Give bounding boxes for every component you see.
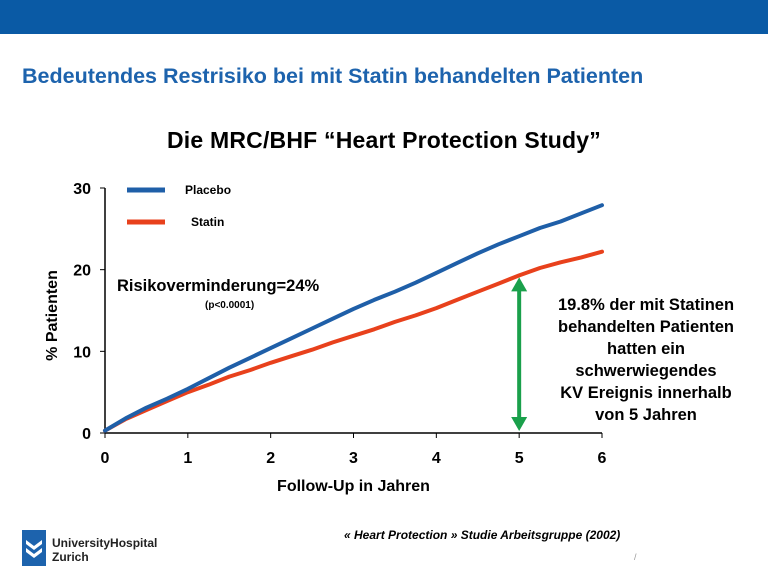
logo-line-2: Zurich [52,550,89,564]
x-tick-label: 1 [183,450,192,467]
arrow-down-icon [511,417,528,431]
y-tick-label: 30 [73,181,91,198]
logo-line-1: UniversityHospital [52,536,158,550]
side-note-line: 19.8% der mit Statinen [557,296,735,314]
source-citation: « Heart Protection » Studie Arbeitsgrupp… [344,528,621,542]
series-line-placebo [103,203,604,433]
university-hospital-logo-icon [22,530,46,566]
x-axis-label: Follow-Up in Jahren [277,478,430,495]
side-note-line: schwerwiegendes [575,362,717,380]
slide-headline: Bedeutendes Restrisiko bei mit Statin be… [22,64,644,88]
x-tick-label: 5 [515,450,524,467]
side-note: 19.8% der mit Statinen behandelten Patien… [528,294,764,426]
p-value-label: (p<0.0001) [205,300,254,311]
chart-annotations: Risikoverminderung=24% (p<0.0001) [117,277,528,431]
x-tick-label: 4 [432,450,441,467]
x-tick-label: 6 [598,450,607,467]
y-axis-label: % Patienten [44,270,61,361]
x-tick-label: 2 [266,450,275,467]
side-note-line: hatten ein [607,340,685,358]
hospital-logo: UniversityHospital Zurich [22,530,182,570]
x-tick-label: 3 [349,450,358,467]
x-tick-label: 0 [101,450,110,467]
top-banner [0,0,768,34]
arrow-up-icon [511,277,528,292]
side-note-line: behandelten Patienten [557,318,735,336]
chart-axes: 0 1 2 3 4 5 6 0 10 20 30 Follow-Up in Jahren % Patie… [44,181,607,495]
series-line-statin [103,249,604,433]
y-tick-label: 0 [82,426,91,443]
chart-title: Die MRC/BHF “Heart Protection Study” [166,127,601,153]
chart-series [103,203,604,433]
risk-reduction-label: Risikoverminderung=24% [117,277,320,295]
legend-label-placebo: Placebo [185,183,231,197]
logo-text: UniversityHospital Zurich [52,536,157,564]
page-mark: / [634,552,637,562]
side-note-line: von 5 Jahren [595,406,697,424]
y-tick-label: 20 [73,263,91,280]
legend-label-statin: Statin [191,215,224,229]
y-tick-label: 10 [73,344,91,361]
chart-legend: Placebo Statin [127,183,231,229]
side-note-line: KV Ereignis innerhalb [560,384,732,402]
